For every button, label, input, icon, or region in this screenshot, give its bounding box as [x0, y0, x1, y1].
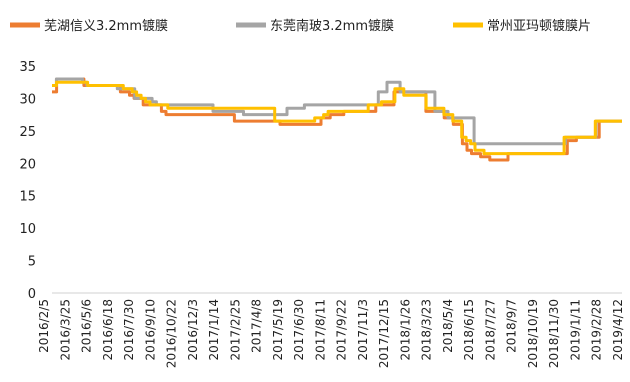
x-tick-label: 2019/1/11: [568, 299, 582, 361]
legend-label: 东莞南玻3.2mm镀膜: [270, 18, 394, 34]
x-tick-label: 2017/9/22: [335, 299, 349, 361]
y-tick-label: 25: [19, 125, 36, 140]
x-tick-label: 2017/2/25: [228, 299, 242, 361]
y-tick-label: 0: [28, 287, 36, 302]
series-line: [52, 77, 622, 146]
y-tick-label: 20: [19, 157, 36, 172]
x-tick-label: 2018/1/26: [398, 299, 412, 361]
x-tick-label: 2017/12/15: [377, 299, 391, 368]
series-line: [52, 80, 622, 156]
x-tick-label: 2017/11/3: [356, 299, 370, 361]
y-tick-label: 35: [19, 60, 36, 75]
x-tick-label: 2016/12/3: [186, 299, 200, 361]
x-tick-label: 2017/6/30: [292, 299, 306, 361]
x-tick-label: 2018/6/15: [462, 299, 476, 361]
x-tick-label: 2018/11/30: [547, 299, 561, 368]
x-tick-label: 2016/7/30: [122, 299, 136, 361]
y-tick-label: 10: [19, 222, 36, 237]
x-tick-label: 2016/3/25: [58, 299, 72, 361]
y-tick-label: 30: [19, 92, 36, 107]
legend-label: 常州亚玛顿镀膜片: [487, 18, 591, 34]
y-tick-label: 15: [19, 190, 36, 205]
x-tick-label: 2019/4/12: [611, 299, 625, 361]
x-tick-label: 2019/2/28: [590, 299, 604, 361]
x-tick-label: 2017/4/8: [250, 299, 264, 353]
x-tick-label: 2017/1/14: [207, 299, 221, 361]
x-tick-label: 2016/10/22: [165, 299, 179, 368]
x-tick-label: 2018/9/7: [505, 299, 519, 353]
x-tick-label: 2017/8/11: [313, 299, 327, 361]
x-tick-label: 2017/5/19: [271, 299, 285, 361]
x-tick-label: 2018/7/27: [483, 299, 497, 361]
x-tick-label: 2016/2/5: [37, 299, 51, 353]
x-tick-label: 2018/3/23: [420, 299, 434, 361]
y-tick-label: 5: [28, 255, 36, 270]
x-tick-label: 2018/5/4: [441, 299, 455, 353]
x-tick-label: 2016/9/10: [143, 299, 157, 361]
legend-label: 芜湖信义3.2mm镀膜: [44, 18, 168, 34]
x-tick-label: 2018/10/19: [526, 299, 540, 368]
x-tick-label: 2016/5/6: [80, 299, 94, 353]
x-tick-label: 2016/6/18: [101, 299, 115, 361]
